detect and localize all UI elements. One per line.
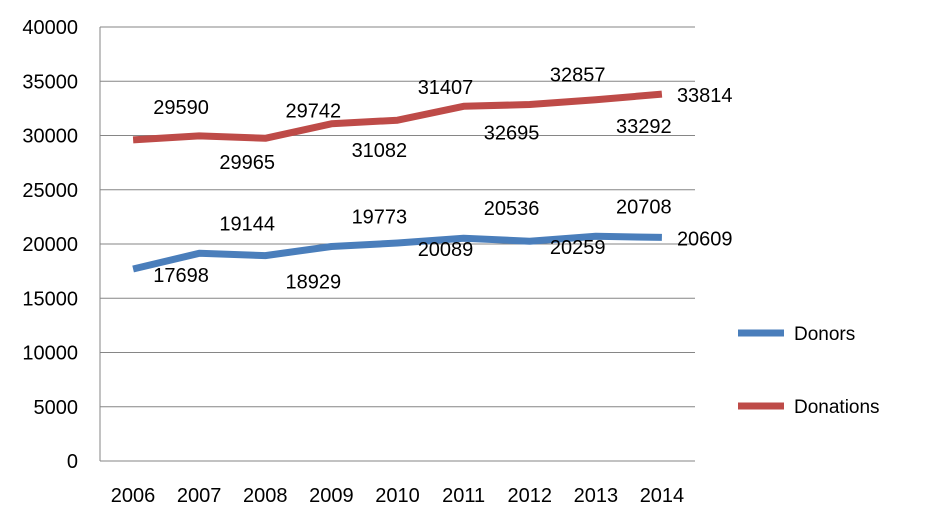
- donors-data-label: 20708: [616, 196, 672, 218]
- x-tick-label: 2011: [442, 485, 485, 507]
- donations-data-label: 33814: [677, 85, 733, 107]
- x-axis-tick-labels: 2006 2007 2008 2009 2010 2011 2012 2013 2014: [111, 485, 684, 507]
- x-tick-label: 2014: [640, 485, 685, 507]
- x-tick-label: 2009: [309, 485, 354, 507]
- donors-data-label: 17698: [153, 265, 209, 287]
- y-tick-label: 30000: [22, 126, 78, 148]
- donors-data-label: 20609: [677, 228, 733, 250]
- y-tick-label: 5000: [34, 397, 79, 419]
- x-tick-label: 2007: [177, 485, 222, 507]
- x-tick-label: 2013: [574, 485, 619, 507]
- y-tick-label: 0: [67, 451, 78, 473]
- y-tick-label: 40000: [22, 17, 78, 39]
- donations-data-label: 32695: [484, 122, 540, 144]
- donors-data-label: 20259: [550, 237, 606, 259]
- data-labels: 17698 19144 18929 19773 20089 20536 20259 20708…: [153, 65, 732, 294]
- donors-data-label: 19773: [352, 206, 408, 228]
- donations-data-label: 33292: [616, 116, 672, 138]
- x-tick-label: 2006: [111, 485, 156, 507]
- donations-data-label: 29742: [285, 100, 341, 122]
- y-tick-label: 15000: [22, 288, 78, 310]
- donors-data-label: 18929: [285, 272, 341, 294]
- donations-data-label: 29590: [153, 97, 209, 119]
- donors-data-label: 20536: [484, 198, 540, 220]
- donations-data-label: 31082: [352, 140, 408, 162]
- donations-data-label: 31407: [418, 77, 474, 99]
- axes: [99, 27, 695, 462]
- donations-legend-label: Donations: [794, 397, 880, 418]
- series-lines: [132, 90, 663, 273]
- legend: Donors Donations: [738, 324, 880, 418]
- donations-series-line: [132, 90, 663, 144]
- y-tick-label: 10000: [22, 343, 78, 365]
- donors-legend-label: Donors: [794, 324, 855, 345]
- y-tick-label: 35000: [22, 71, 78, 93]
- y-tick-label: 20000: [22, 234, 78, 256]
- donors-data-label: 19144: [219, 213, 275, 235]
- x-tick-label: 2012: [507, 485, 552, 507]
- x-tick-label: 2008: [243, 485, 288, 507]
- donations-data-label: 32857: [550, 65, 606, 87]
- x-tick-label: 2010: [375, 485, 420, 507]
- y-tick-label: 25000: [22, 180, 78, 202]
- donors-data-label: 20089: [418, 239, 474, 261]
- donations-data-label: 29965: [219, 152, 275, 174]
- y-axis-tick-labels: 0 5000 10000 15000 20000 25000 30000 35000 40000: [22, 17, 78, 473]
